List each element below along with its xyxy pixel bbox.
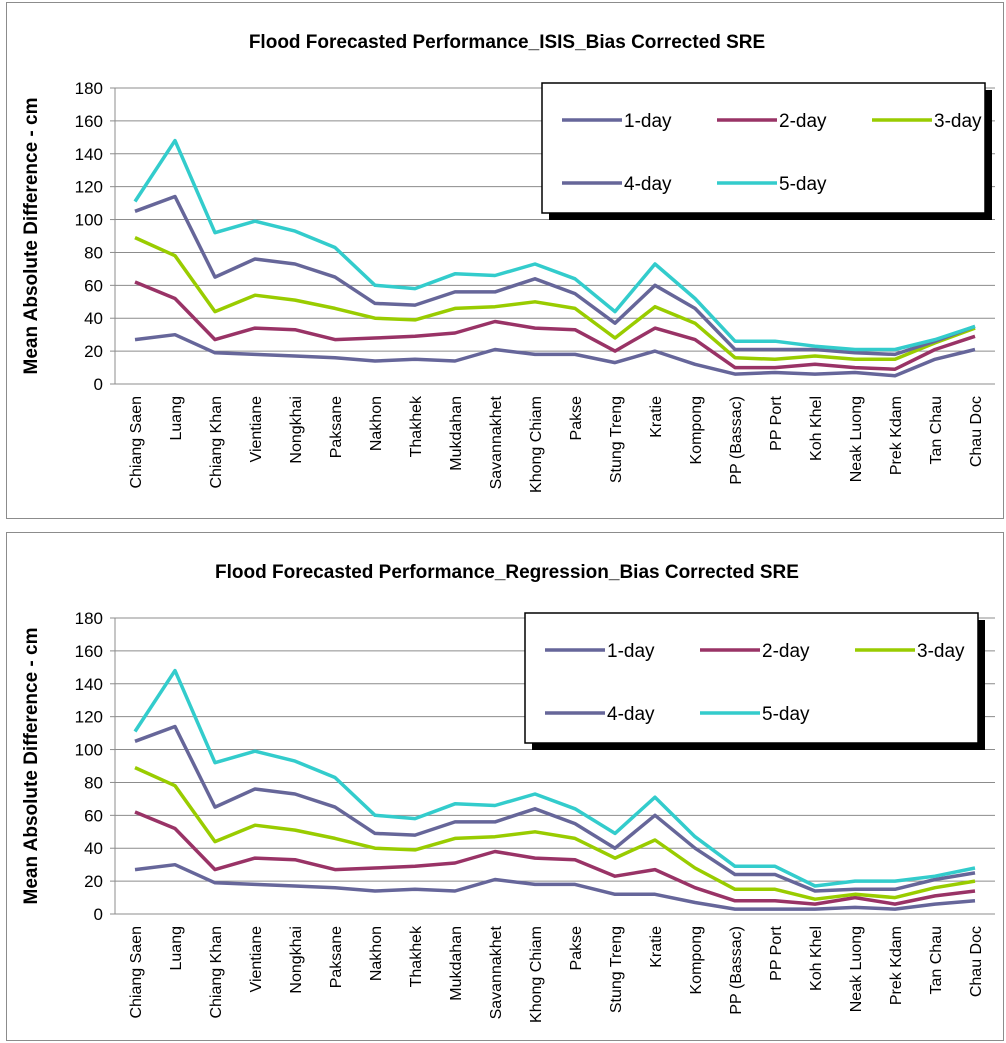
legend-box [541, 82, 986, 214]
chart-regression: Flood Forecasted Performance_Regression_… [21, 562, 995, 1023]
x-tick-label: Kratie [648, 396, 665, 438]
y-tick-label: 80 [84, 243, 103, 262]
legend-label: 2-day [762, 641, 810, 662]
legend-label: 3-day [917, 641, 965, 662]
x-tick-label: Nongkhai [288, 396, 305, 464]
y-tick-label: 120 [75, 178, 103, 197]
series-line-3-day [134, 236, 976, 362]
series-line-2-day [134, 280, 976, 371]
x-tick-label: Stung Treng [608, 396, 625, 483]
y-tick-label: 180 [75, 609, 103, 628]
legend-label: 3-day [934, 111, 982, 132]
legend-label: 1-day [624, 111, 672, 132]
x-tick-label: Nakhon [368, 926, 385, 981]
series-line-4-day [134, 724, 976, 893]
x-tick-label: Vientiane [248, 926, 265, 993]
series-line-1-day [134, 332, 976, 378]
x-tick-label: PP (Bassac) [728, 926, 745, 1015]
x-tick-label: Chiang Saen [128, 926, 145, 1019]
series-line-2-day [134, 810, 976, 906]
x-tick-label: Kompong [688, 396, 705, 465]
legend-label: 4-day [624, 174, 672, 195]
legend-label: 2-day [779, 111, 827, 132]
chart-panel-regression: Flood Forecasted Performance_Regression_… [6, 532, 1004, 1041]
series-line-5-day [133, 668, 976, 888]
x-tick-label: PP (Bassac) [728, 396, 745, 485]
legend-label: 5-day [779, 174, 827, 195]
y-axis-label: Mean Absolute Difference - cm [21, 628, 42, 905]
y-tick-label: 160 [75, 642, 103, 661]
x-tick-label: Pakse [568, 396, 585, 441]
x-tick-label: Nongkhai [288, 926, 305, 994]
y-tick-label: 20 [84, 872, 103, 891]
y-tick-label: 20 [84, 342, 103, 361]
legend-label: 5-day [762, 704, 810, 725]
x-tick-label: Luang [168, 396, 185, 441]
x-tick-label: PP Port [768, 395, 785, 450]
x-tick-label: Kratie [648, 926, 665, 968]
y-tick-label: 60 [84, 276, 103, 295]
series-line-5-day [133, 138, 976, 352]
y-tick-label: 80 [84, 773, 103, 792]
x-tick-label: Chiang Saen [128, 396, 145, 489]
x-tick-label: Kompong [688, 926, 705, 995]
x-tick-label: Prek Kdam [888, 926, 905, 1005]
x-tick-label: Koh Khel [808, 926, 825, 991]
x-tick-label: Mukdahan [448, 926, 465, 1001]
y-tick-label: 180 [75, 79, 103, 98]
chart-panel-isis: Flood Forecasted Performance_ISIS_Bias C… [6, 2, 1004, 519]
x-tick-label: Paksane [328, 926, 345, 988]
y-axis-label: Mean Absolute Difference - cm [21, 98, 42, 375]
x-tick-label: Stung Treng [608, 926, 625, 1013]
y-tick-label: 100 [75, 741, 103, 760]
x-tick-label: Chiang Khan [208, 926, 225, 1019]
x-tick-label: Pakse [568, 926, 585, 971]
x-tick-label: Mukdahan [448, 396, 465, 471]
chart-title: Flood Forecasted Performance_ISIS_Bias C… [249, 32, 765, 53]
y-tick-label: 160 [75, 112, 103, 131]
y-tick-label: 100 [75, 211, 103, 230]
x-tick-label: Tan Chau [928, 396, 945, 465]
x-tick-label: Khong Chiam [528, 396, 545, 493]
x-tick-label: Khong Chiam [528, 926, 545, 1023]
x-tick-label: Luang [168, 926, 185, 971]
y-tick-label: 0 [94, 905, 103, 924]
x-tick-label: Nakhon [368, 396, 385, 451]
y-tick-label: 40 [84, 839, 103, 858]
y-tick-label: 40 [84, 309, 103, 328]
x-tick-label: Savannakhet [488, 925, 505, 1019]
legend-label: 4-day [607, 704, 655, 725]
x-tick-label: Savannakhet [488, 395, 505, 489]
x-tick-label: Koh Khel [808, 396, 825, 461]
series-line-3-day [134, 766, 976, 901]
x-tick-label: Chau Doc [968, 396, 985, 467]
legend-label: 1-day [607, 641, 655, 662]
x-tick-label: Paksane [328, 396, 345, 458]
x-tick-label: Neak Luong [848, 926, 865, 1012]
x-tick-label: Chiang Khan [208, 396, 225, 489]
y-tick-label: 140 [75, 145, 103, 164]
x-tick-label: Chau Doc [968, 926, 985, 997]
y-tick-label: 140 [75, 675, 103, 694]
series-line-1-day [134, 862, 976, 911]
y-tick-label: 0 [94, 375, 103, 394]
x-tick-label: Tan Chau [928, 926, 945, 995]
x-tick-label: Prek Kdam [888, 396, 905, 475]
x-tick-label: Neak Luong [848, 396, 865, 482]
chart-title: Flood Forecasted Performance_Regression_… [215, 562, 799, 583]
x-tick-label: Vientiane [248, 396, 265, 463]
y-tick-label: 120 [75, 708, 103, 727]
x-tick-label: Thakhek [408, 925, 425, 987]
series-line-4-day [134, 194, 976, 357]
legend-box [524, 612, 979, 744]
y-tick-label: 60 [84, 806, 103, 825]
x-tick-label: Thakhek [408, 395, 425, 457]
chart-isis: Flood Forecasted Performance_ISIS_Bias C… [21, 32, 995, 493]
x-tick-label: PP Port [768, 925, 785, 980]
